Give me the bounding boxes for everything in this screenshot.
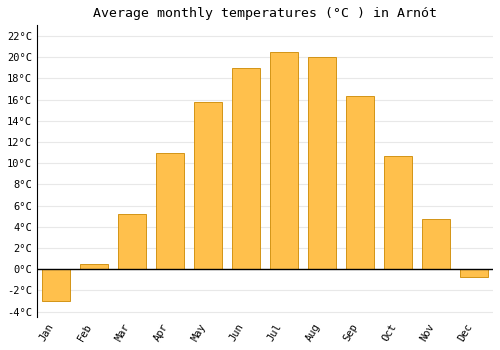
Bar: [384, 156, 412, 269]
Bar: [194, 102, 222, 269]
Bar: [42, 269, 70, 301]
Bar: [118, 214, 146, 269]
Bar: [308, 57, 336, 269]
Bar: [80, 264, 108, 269]
Bar: [270, 52, 298, 269]
Bar: [346, 96, 374, 269]
Bar: [232, 68, 260, 269]
Bar: [422, 219, 450, 269]
Bar: [156, 153, 184, 269]
Bar: [460, 269, 488, 277]
Title: Average monthly temperatures (°C ) in Arnót: Average monthly temperatures (°C ) in Ar…: [93, 7, 437, 20]
